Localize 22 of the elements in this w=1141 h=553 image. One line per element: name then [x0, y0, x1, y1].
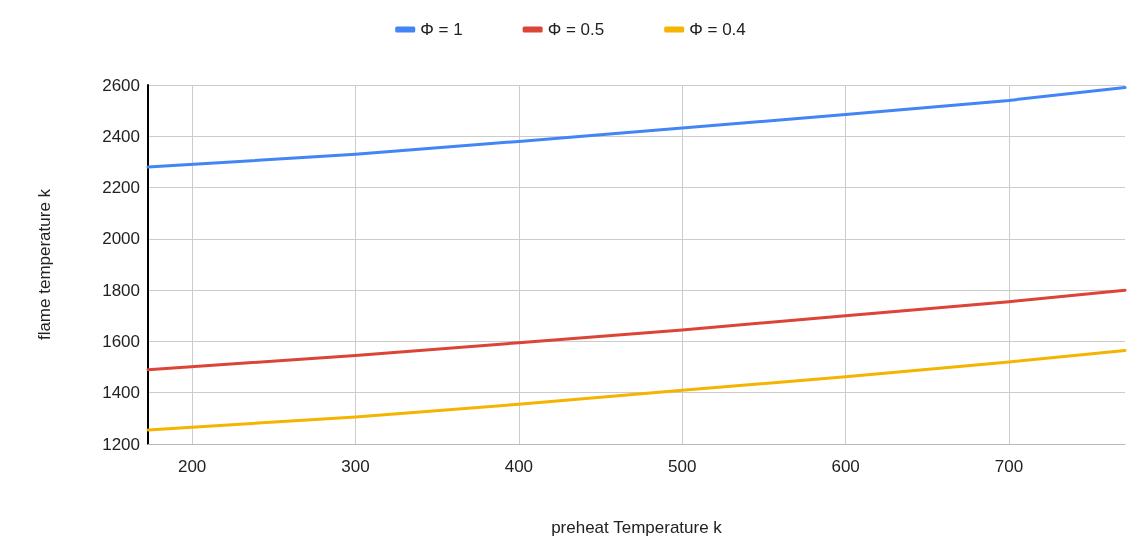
x-tick-label: 300	[341, 457, 370, 476]
y-tick-label: 1600	[102, 331, 140, 351]
legend-label: Φ = 0.5	[547, 20, 605, 39]
y-tick-label: 2000	[102, 229, 140, 249]
x-tick-label: 500	[668, 457, 697, 476]
legend-label: Φ = 0.4	[689, 20, 746, 39]
y-tick-label: 1400	[102, 383, 140, 403]
x-tick-label: 600	[831, 457, 860, 476]
line-series	[146, 288, 1127, 372]
x-tick-label: 700	[994, 457, 1024, 476]
y-tick-label: 1800	[102, 280, 140, 300]
y-tick-label: 2200	[102, 178, 140, 198]
y-tick-label: 2600	[102, 75, 140, 95]
line-series	[146, 348, 1127, 432]
legend-label: Φ = 1	[420, 20, 463, 39]
y-tick-label: 1200	[102, 434, 140, 454]
x-tick-label: 400	[504, 457, 534, 476]
line-series	[146, 86, 1127, 169]
x-axis-title: preheat Temperature k	[551, 518, 723, 537]
x-tick-label: 200	[177, 457, 207, 476]
y-tick-label: 2400	[102, 126, 140, 146]
y-axis-title: flame temperature k	[35, 188, 54, 341]
